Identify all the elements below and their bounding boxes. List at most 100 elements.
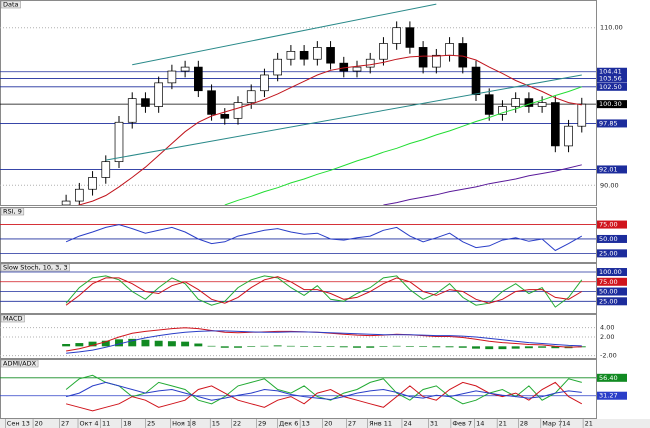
candle-body bbox=[405, 27, 415, 48]
bar bbox=[326, 346, 335, 347]
panel-title: MACD bbox=[3, 315, 22, 323]
panel-title: RSI, 9 bbox=[3, 208, 22, 216]
candle-body bbox=[61, 200, 71, 205]
candle-body bbox=[88, 177, 97, 190]
level-label: 75.00 bbox=[599, 221, 618, 229]
bar bbox=[300, 346, 309, 347]
x-tick-label: Мар 7 bbox=[542, 420, 562, 428]
level-label-box bbox=[597, 165, 627, 174]
y-tick-label: 2.00 bbox=[600, 333, 614, 341]
candle-body bbox=[260, 74, 269, 92]
candle-body bbox=[114, 121, 124, 163]
candle-body bbox=[313, 47, 322, 60]
panel-title: ADMI/ADX bbox=[3, 360, 37, 368]
level-label-box bbox=[597, 220, 627, 229]
candle-body bbox=[220, 114, 230, 119]
candle-body bbox=[577, 103, 587, 127]
candle-body bbox=[392, 27, 401, 44]
level-label-box bbox=[597, 277, 627, 286]
candle-body bbox=[180, 66, 190, 72]
candle-body bbox=[432, 54, 441, 68]
level-label: 97.85 bbox=[599, 119, 618, 127]
trend-line bbox=[132, 3, 437, 66]
candle-body bbox=[101, 161, 111, 178]
bar bbox=[247, 346, 256, 347]
candle-body bbox=[445, 43, 454, 56]
y-tick-label: 90.00 bbox=[600, 181, 619, 189]
x-tick-label: 28 bbox=[520, 420, 528, 428]
level-label-box bbox=[597, 234, 627, 243]
bar bbox=[181, 341, 190, 347]
candle-body bbox=[564, 125, 573, 147]
panel-title-box bbox=[0, 0, 21, 9]
candle-body bbox=[551, 102, 560, 147]
trend-line bbox=[105, 74, 582, 161]
candle-body bbox=[233, 102, 243, 119]
bar bbox=[405, 346, 414, 347]
x-tick-label: 20 bbox=[35, 420, 43, 428]
candle-body bbox=[471, 66, 481, 96]
bar bbox=[128, 338, 137, 347]
bar bbox=[551, 346, 560, 349]
candle-body bbox=[286, 50, 296, 60]
bar bbox=[392, 345, 401, 347]
x-tick-label: Сен 13 bbox=[7, 420, 30, 428]
candle-body bbox=[511, 98, 520, 107]
x-tick-label: 24 bbox=[403, 420, 411, 428]
candle-body bbox=[75, 188, 84, 202]
level-label: 25.00 bbox=[599, 249, 618, 257]
candle-body bbox=[194, 66, 203, 92]
bar bbox=[88, 341, 97, 347]
candle-body bbox=[418, 47, 428, 68]
panel-frame bbox=[0, 0, 597, 206]
x-tick-label: 31 bbox=[430, 420, 438, 428]
x-axis-band bbox=[0, 419, 650, 428]
bar bbox=[432, 346, 441, 348]
candle-body bbox=[127, 98, 137, 123]
overlay-line bbox=[383, 164, 582, 205]
bar bbox=[538, 346, 547, 348]
level-label-box bbox=[597, 74, 627, 83]
series-line bbox=[65, 381, 583, 412]
y-tick-label: 110.00 bbox=[600, 24, 623, 32]
bar bbox=[154, 340, 163, 347]
candle-body bbox=[326, 47, 335, 64]
bar bbox=[62, 344, 71, 347]
bar bbox=[101, 340, 110, 347]
level-label: 31.27 bbox=[599, 392, 618, 400]
y-tick-label: 4.00 bbox=[600, 324, 614, 332]
x-tick-label: 25 bbox=[147, 420, 155, 428]
x-tick-label: 11 bbox=[102, 420, 110, 428]
x-tick-label: 27 bbox=[348, 420, 356, 428]
bar bbox=[286, 345, 295, 347]
x-tick-label: 14 bbox=[562, 420, 570, 428]
candle-body bbox=[273, 58, 282, 76]
x-tick-label: Янв 11 bbox=[369, 420, 392, 428]
x-tick-label: 21 bbox=[585, 420, 593, 428]
level-label-box bbox=[597, 297, 627, 306]
bar bbox=[207, 345, 216, 347]
candle-body bbox=[207, 90, 216, 115]
x-tick-label: 8 bbox=[192, 420, 196, 428]
x-tick-label: 18 bbox=[123, 420, 131, 428]
bar bbox=[511, 346, 520, 349]
level-label-box bbox=[597, 100, 627, 109]
x-tick-label: 22 bbox=[233, 420, 241, 428]
bar bbox=[445, 346, 454, 348]
bar bbox=[167, 341, 176, 347]
bar bbox=[458, 346, 467, 348]
panel-title: Slow Stoch, 10, 3, 3 bbox=[3, 264, 68, 272]
level-label: 103.56 bbox=[599, 74, 622, 82]
bar bbox=[524, 346, 533, 349]
level-label: 75.00 bbox=[599, 278, 618, 286]
level-label: 102.50 bbox=[599, 83, 622, 91]
candle-body bbox=[352, 66, 362, 72]
candle-body bbox=[484, 94, 494, 115]
panel-plot bbox=[0, 374, 596, 412]
level-label: 100.30 bbox=[599, 100, 622, 108]
series-line bbox=[65, 224, 583, 252]
panel-title: Data bbox=[3, 1, 19, 9]
bar bbox=[353, 346, 361, 348]
bar bbox=[498, 346, 507, 350]
panel-title-box bbox=[0, 263, 70, 272]
